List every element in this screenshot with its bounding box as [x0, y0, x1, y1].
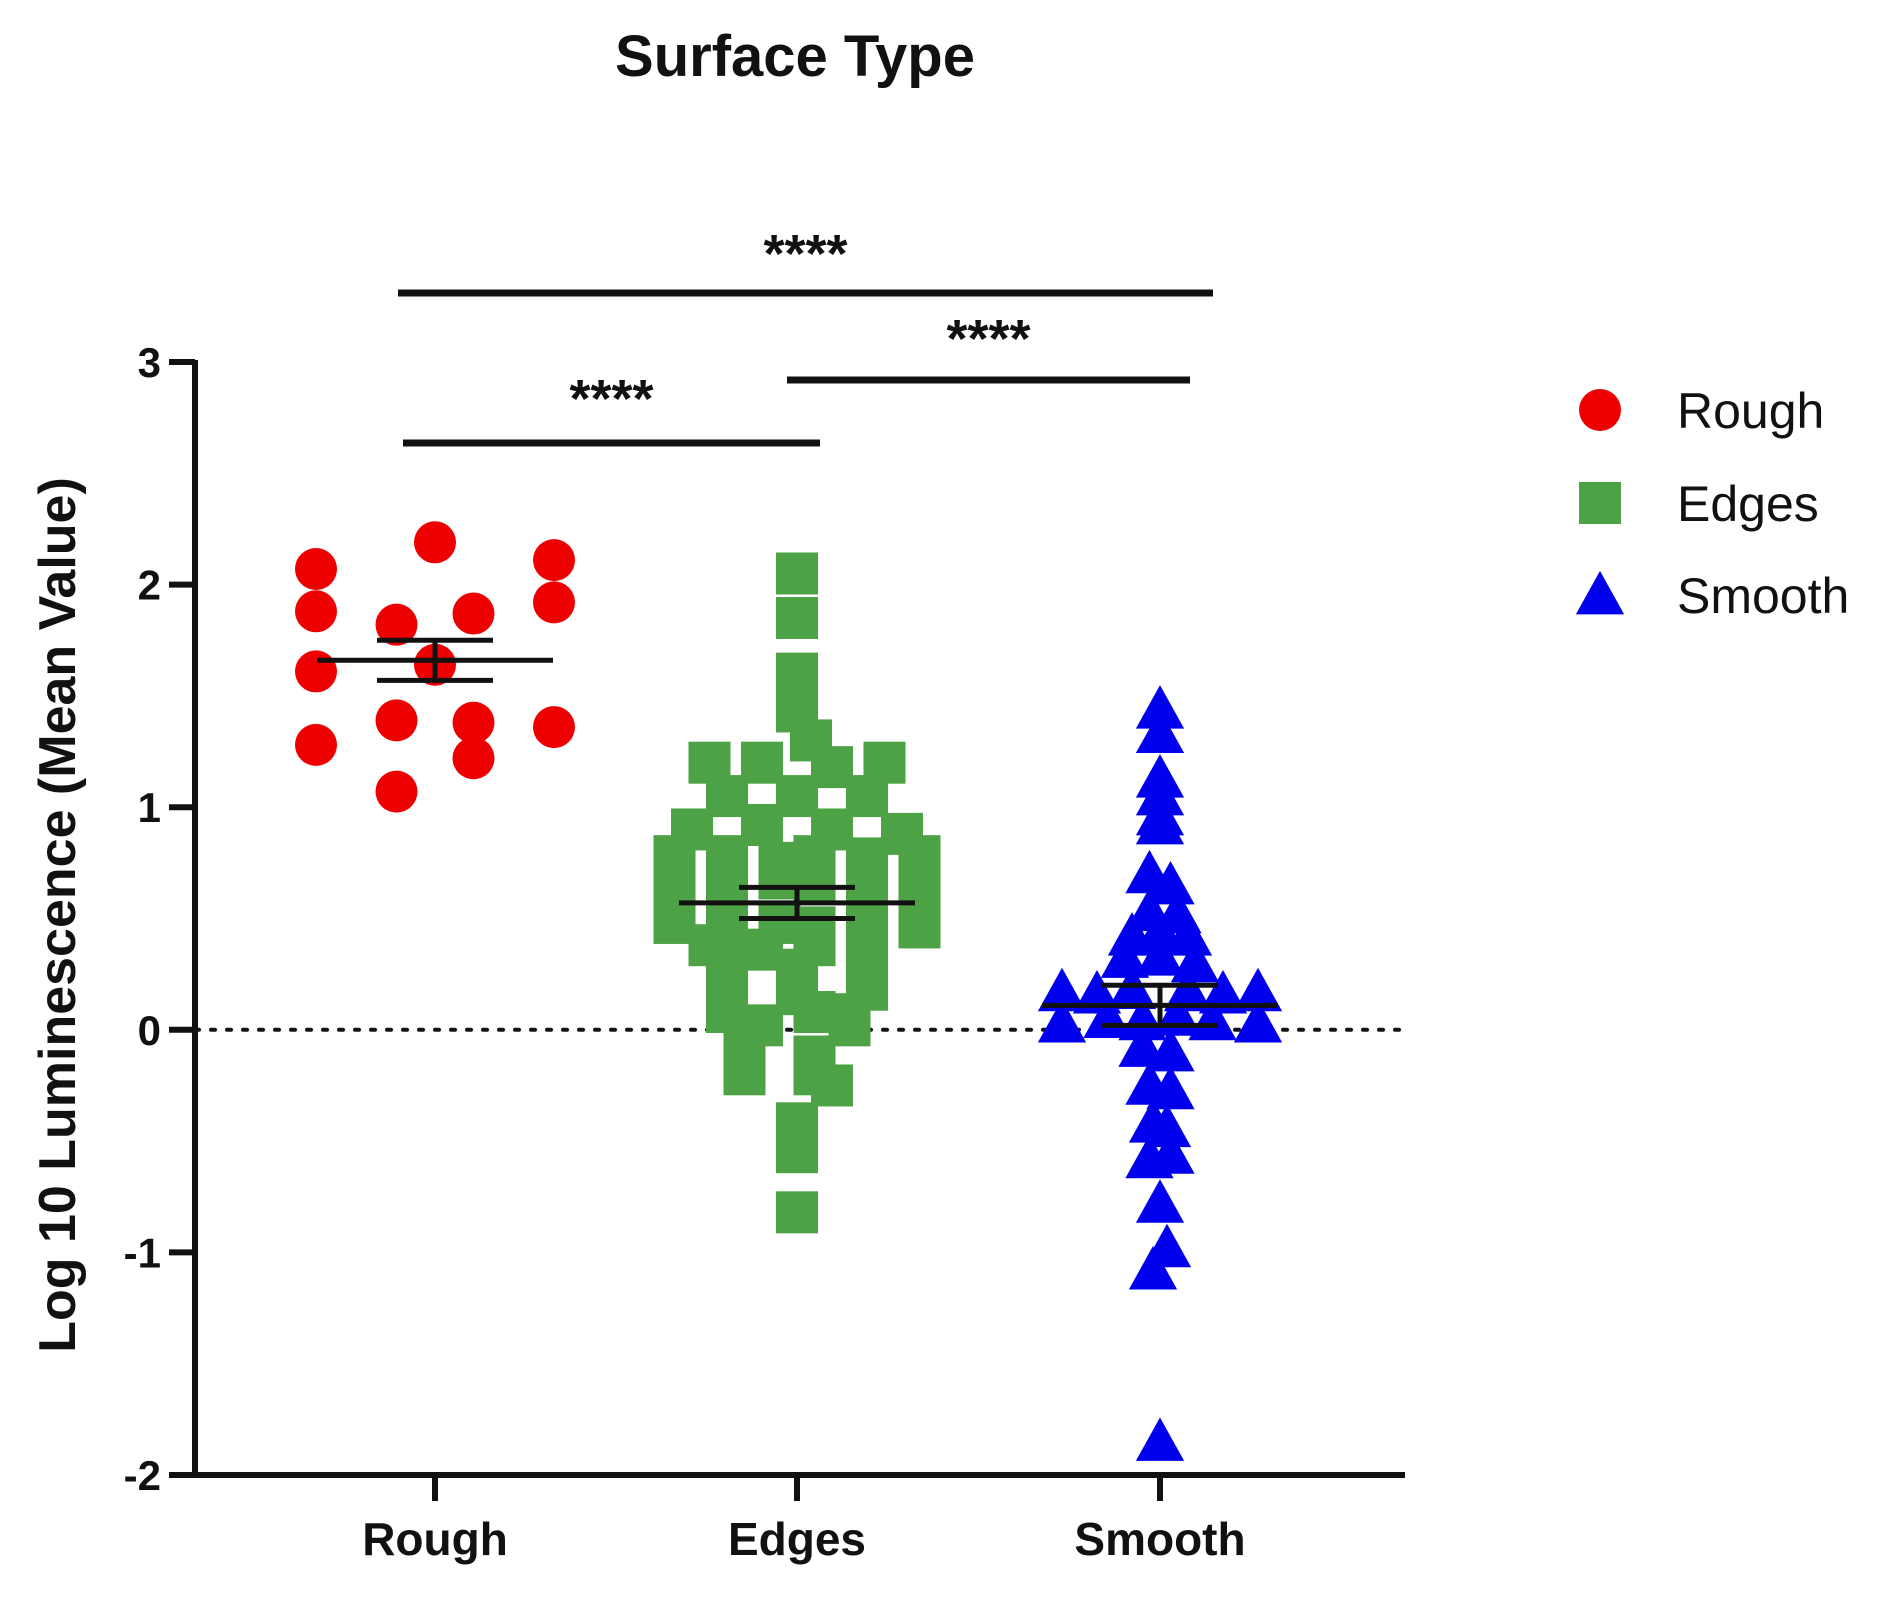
smooth-data-point	[1118, 996, 1167, 1041]
smooth-data-point	[1128, 1246, 1178, 1290]
smooth-data-point	[1037, 998, 1087, 1043]
smooth-data-point	[1135, 685, 1185, 729]
smooth-data-point	[1146, 860, 1195, 905]
smooth-data-point	[1037, 967, 1087, 1012]
smooth-data-point	[1135, 1179, 1185, 1223]
y-axis-label: Log 10 Luminescence (Mean Value)	[29, 477, 87, 1353]
legend-item-rough: Rough	[1579, 383, 1824, 439]
smooth-data-point	[1188, 996, 1237, 1041]
rough-data-point	[375, 603, 418, 646]
legend-marker-smooth	[1575, 570, 1625, 615]
edges-data-point	[776, 1191, 818, 1234]
y-tick-label: -2	[124, 1452, 161, 1499]
y-tick-label: 2	[138, 562, 161, 609]
edges-data-point	[776, 596, 818, 639]
rough-data-point	[533, 581, 575, 624]
rough-data-point	[295, 590, 337, 633]
edges-data-point	[776, 652, 818, 695]
rough-data-point	[375, 770, 418, 813]
edges-data-point	[793, 861, 836, 904]
smooth-data-point	[1146, 1130, 1195, 1174]
legend-label-rough: Rough	[1677, 383, 1824, 439]
legend-item-edges: Edges	[1579, 476, 1819, 532]
smooth-data-point	[1170, 938, 1220, 983]
significance-label: ****	[946, 309, 1030, 369]
edges-data-point	[776, 1131, 818, 1174]
y-tick-label: 0	[138, 1007, 161, 1054]
x-tick-label: Rough	[362, 1513, 508, 1565]
smooth-data-point	[1135, 709, 1185, 754]
rough-data-point	[452, 737, 495, 780]
x-tick-label: Smooth	[1074, 1513, 1245, 1565]
legend-label-edges: Edges	[1677, 476, 1819, 532]
rough-data-point	[295, 548, 337, 591]
smooth-data-point	[1233, 998, 1283, 1043]
mean-sem-layer	[317, 637, 1278, 1028]
edges-data-point	[898, 906, 941, 949]
x-tick-label: Edges	[728, 1513, 866, 1565]
chart-title: Surface Type	[615, 24, 975, 89]
y-tick-label: 1	[138, 784, 161, 831]
smooth-data-point	[1118, 1023, 1167, 1067]
legend: Rough Edges Smooth	[1575, 383, 1849, 624]
rough-data-point	[414, 521, 456, 564]
smooth-data-point	[1146, 1065, 1195, 1110]
rough-data-point	[452, 592, 495, 635]
edges-data-point	[811, 1064, 853, 1107]
rough-data-point	[295, 723, 337, 766]
legend-label-smooth: Smooth	[1677, 568, 1849, 624]
legend-marker-edges	[1579, 482, 1621, 524]
edges-data-point	[776, 552, 818, 595]
rough-data-point	[452, 701, 495, 744]
rough-data-point	[295, 650, 337, 693]
smooth-data-point	[1135, 932, 1185, 976]
significance-label: ****	[569, 369, 653, 429]
smooth-data-point	[1135, 907, 1185, 952]
smooth-data-point	[1233, 967, 1283, 1012]
significance-label: ****	[763, 224, 847, 284]
edges-data-point	[723, 1053, 766, 1096]
significance-layer: **** **** ****	[398, 224, 1213, 447]
smooth-data-point	[1135, 1417, 1185, 1461]
axes-layer: 3 2 1 0 -1 -2 Rough Edges Smooth	[124, 339, 1405, 1565]
y-tick-label: 3	[138, 339, 161, 386]
smooth-data-point	[1163, 912, 1213, 956]
smooth-data-point	[1146, 1027, 1195, 1072]
legend-item-smooth: Smooth	[1575, 568, 1849, 624]
smooth-data-point	[1142, 1103, 1192, 1148]
legend-marker-rough	[1579, 389, 1621, 431]
rough-data-point	[533, 539, 575, 582]
rough-data-point	[533, 706, 575, 749]
smooth-data-point	[1100, 934, 1150, 978]
smooth-data-point	[1135, 800, 1185, 845]
y-tick-label: -1	[124, 1229, 161, 1276]
rough-data-point	[375, 699, 418, 742]
